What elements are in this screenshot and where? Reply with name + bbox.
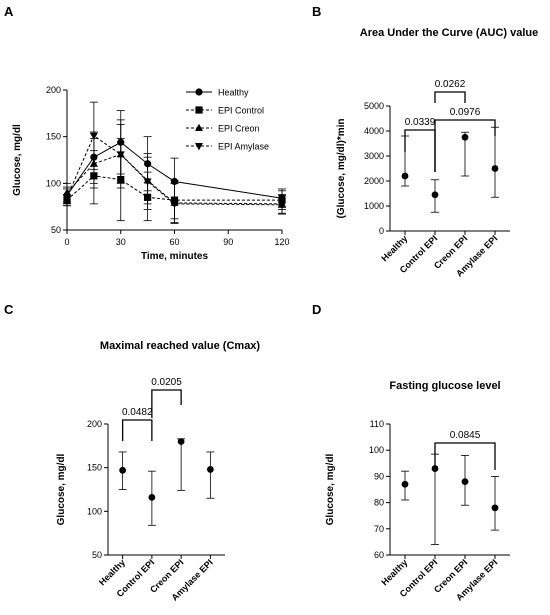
x-tick-label: 60 xyxy=(169,237,179,247)
data-point xyxy=(119,466,127,474)
y-tick-label: 70 xyxy=(374,524,384,534)
chart-title: Fasting glucose level xyxy=(389,380,500,392)
legend-label: EPI Creon xyxy=(218,124,260,134)
y-tick-label: 60 xyxy=(374,550,384,560)
bracket-line xyxy=(121,419,153,441)
panel-b: B Area Under the Curve (AUC) value 0 1000 20… xyxy=(312,4,538,279)
legend-marker xyxy=(195,88,203,96)
legend-marker xyxy=(195,123,203,131)
chart-title: Area Under the Curve (AUC) value xyxy=(360,27,539,39)
series-line xyxy=(66,141,283,199)
legend-entry: EPI Control xyxy=(186,106,264,116)
legend-label: Healthy xyxy=(218,88,249,98)
bracket-line xyxy=(404,129,436,172)
series-line xyxy=(66,134,283,206)
y-tick-label: 110 xyxy=(370,419,384,429)
category-label: Healthy xyxy=(379,557,409,587)
y-tick-label: 200 xyxy=(46,85,61,95)
bracket-line xyxy=(434,442,496,470)
data-point xyxy=(491,504,499,512)
data-point xyxy=(116,151,125,159)
legend-marker xyxy=(195,106,203,114)
bracket-line xyxy=(434,91,466,103)
legend-entry: EPI Amylase xyxy=(186,142,269,152)
panel-c: C Maximal reached value (Cmax) 50 100 150 200… xyxy=(4,302,260,603)
category-label: Healthy xyxy=(379,233,409,263)
y-axis-label: (Glucose, mg/dl)*min xyxy=(336,118,347,218)
y-tick-label: 200 xyxy=(87,419,102,429)
x-axis-label: Time, minutes xyxy=(141,251,208,262)
data-point xyxy=(206,466,214,473)
y-tick-label: 100 xyxy=(369,445,384,455)
y-tick-label: 150 xyxy=(87,463,102,473)
y-axis-label: Glucose, mg/dl xyxy=(325,453,336,525)
y-tick-label: 0 xyxy=(379,226,384,236)
y-axis-label: Glucose, mg/dl xyxy=(12,124,23,196)
y-tick-label: 100 xyxy=(87,506,102,516)
p-value-label: 0.0339 xyxy=(405,117,436,128)
p-value-label: 0.0976 xyxy=(450,107,481,118)
y-tick-label: 90 xyxy=(374,471,384,481)
y-tick-label: 3000 xyxy=(364,151,384,161)
legend-label: EPI Amylase xyxy=(218,142,269,152)
data-point xyxy=(461,478,469,486)
data-point xyxy=(401,480,409,488)
data-point xyxy=(148,493,156,501)
panel-d: D Fasting glucose level 60 70 80 90 100 110 Gluc… xyxy=(312,302,510,603)
y-tick-label: 50 xyxy=(92,550,102,560)
significance-bracket: 0.0482 xyxy=(122,407,153,441)
chart-title: Maximal reached value (Cmax) xyxy=(100,340,261,352)
bracket-line xyxy=(151,389,182,418)
legend-label: EPI Control xyxy=(218,106,264,116)
y-tick-label: 1000 xyxy=(364,201,384,211)
data-point xyxy=(63,194,71,202)
legend-entry: EPI Creon xyxy=(186,124,260,134)
data-point xyxy=(143,178,152,186)
p-value-label: 0.0845 xyxy=(450,430,481,441)
p-value-label: 0.0482 xyxy=(122,407,153,418)
x-tick-label: 0 xyxy=(64,237,69,247)
y-tick-label: 2000 xyxy=(364,176,384,186)
legend-entry: Healthy xyxy=(186,88,249,98)
significance-bracket: 0.0976 xyxy=(434,107,496,172)
y-tick-label: 4000 xyxy=(364,126,384,136)
data-point xyxy=(278,201,286,209)
series-line xyxy=(66,153,283,205)
panel-letter: C xyxy=(4,302,14,317)
x-tick-label: 30 xyxy=(116,237,126,247)
data-point xyxy=(491,165,499,172)
series-epi-amylase xyxy=(63,101,286,224)
significance-bracket: 0.0845 xyxy=(434,430,496,470)
y-tick-label: 50 xyxy=(51,225,61,235)
y-axis-label: Glucose, mg/dl xyxy=(56,453,67,525)
x-tick-label: 120 xyxy=(274,237,289,247)
data-point xyxy=(170,200,179,209)
panel-letter: A xyxy=(4,4,14,19)
significance-bracket: 0.0262 xyxy=(434,79,466,103)
x-tick-label: 90 xyxy=(223,237,233,247)
panel-a: A 50 100 150 200 Glucose, mg/dl 0 30 60 90 120 Time… xyxy=(4,4,290,262)
y-tick-label: 80 xyxy=(374,498,384,508)
data-point xyxy=(401,172,409,180)
panel-letter: D xyxy=(312,302,321,317)
y-tick-label: 100 xyxy=(46,178,61,188)
significance-bracket: 0.0339 xyxy=(404,117,436,172)
panel-letter: B xyxy=(312,4,321,19)
y-tick-label: 150 xyxy=(46,132,61,142)
significance-bracket: 0.0205 xyxy=(151,377,182,418)
p-value-label: 0.0205 xyxy=(151,377,182,388)
legend-marker xyxy=(195,143,203,151)
series-line xyxy=(66,175,282,201)
data-point xyxy=(89,132,98,140)
data-point xyxy=(461,133,469,141)
p-value-label: 0.0262 xyxy=(435,79,466,90)
data-point xyxy=(431,191,439,199)
bracket-line xyxy=(434,119,496,172)
y-tick-label: 5000 xyxy=(364,101,384,111)
data-point xyxy=(177,438,185,445)
